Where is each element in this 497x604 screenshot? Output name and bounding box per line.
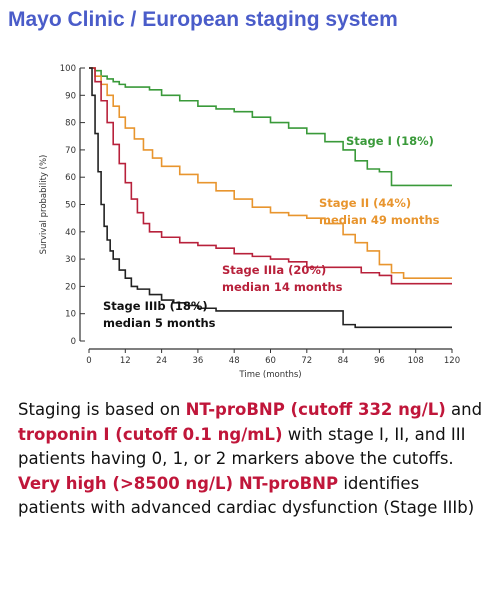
y-tick-label: 20: [65, 282, 76, 292]
y-tick-label: 90: [65, 91, 76, 101]
survival-chart: 0 10 20 30 40 50 60 70 80 90 100 0 12 24 36 48 60 72 84 96 1…: [39, 64, 460, 380]
y-axis-label: Survival probability (%): [39, 155, 49, 255]
x-tick-label: 120: [444, 356, 460, 366]
y-tick-label: 0: [71, 337, 76, 347]
series-annotation: Stage I (18%): [346, 134, 434, 148]
caption-text: with stage I, II, and III patients havin…: [18, 424, 466, 469]
caption-text: identifies patients with advanced cardia…: [18, 473, 475, 518]
x-tick-label: 108: [408, 356, 424, 366]
axes-group: 0 10 20 30 40 50 60 70 80 90 100 0 12 24 36 48 60 72 84 96 1…: [39, 64, 460, 380]
series-line-4: [89, 67, 452, 329]
series-line-1: [89, 67, 452, 187]
x-tick-label: 60: [265, 356, 276, 366]
x-axis-label: Time (months): [238, 370, 301, 380]
series-annotation: Stage IIIa (20%): [222, 263, 326, 277]
series-annotation: median 5 months: [103, 316, 216, 330]
y-tick-label: 70: [65, 146, 76, 156]
page-title: Mayo Clinic / European staging system: [8, 8, 398, 31]
x-tick-label: 84: [338, 356, 349, 366]
x-tick-label: 96: [374, 356, 385, 366]
series-annotation: Stage II (44%): [319, 196, 411, 210]
series-line-2: [89, 67, 452, 280]
caption-highlight-troponin: troponin I (cutoff 0.1 ng/mL): [18, 424, 283, 444]
caption-highlight-ntprobnp: NT-proBNP (cutoff 332 ng/L): [185, 400, 446, 419]
series-group: [89, 67, 452, 329]
x-tick-label: 48: [229, 356, 240, 366]
caption: Staging is based on NT-proBNP (cutoff 33…: [18, 398, 488, 521]
y-tick-label: 50: [65, 201, 76, 211]
caption-paragraph-1: Staging is based on NT-proBNP (cutoff 33…: [18, 398, 488, 472]
x-tick-label: 12: [120, 356, 131, 366]
caption-highlight-very-high: Very high (>8500 ng/L) NT-proBNP: [18, 473, 339, 493]
y-tick-label: 80: [65, 119, 76, 129]
y-tick-label: 60: [65, 173, 76, 183]
series-annotation: Stage IIIb (18%): [103, 299, 208, 313]
series-annotation: median 14 months: [222, 280, 343, 294]
annotation-group: Stage I (18%) Stage II (44%) median 49 mon…: [103, 134, 440, 330]
y-tick-label: 100: [60, 64, 76, 74]
x-tick-label: 0: [86, 356, 91, 366]
caption-paragraph-2: Very high (>8500 ng/L) NT-proBNP identif…: [18, 472, 488, 521]
series-annotation: median 49 months: [319, 213, 440, 227]
x-tick-label: 24: [156, 356, 167, 366]
y-tick-label: 30: [65, 255, 76, 265]
y-tick-label: 10: [65, 310, 76, 320]
caption-text: and: [445, 400, 483, 419]
x-tick-label: 36: [192, 356, 203, 366]
x-tick-label: 72: [301, 356, 312, 366]
y-tick-label: 40: [65, 228, 76, 238]
series-line-3: [89, 67, 452, 285]
caption-text: Staging is based on: [18, 400, 186, 419]
